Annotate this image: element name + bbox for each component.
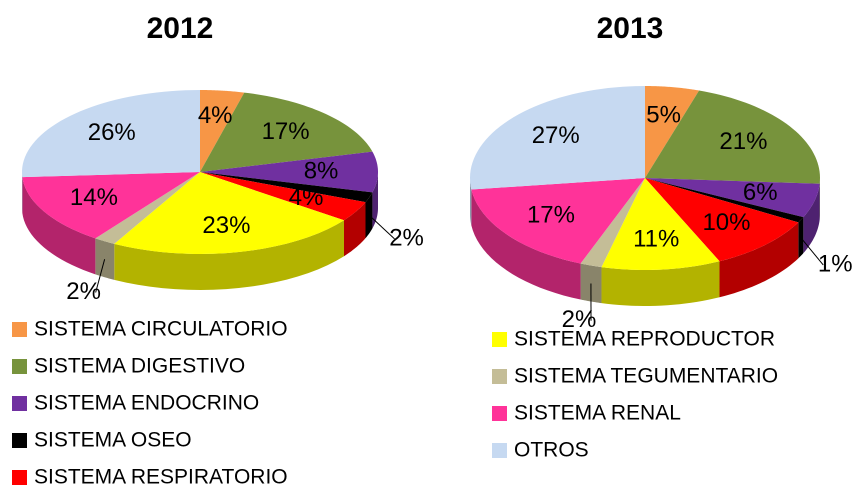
- slice-side: [601, 261, 720, 306]
- legend-swatch: [12, 433, 27, 448]
- slice: [200, 172, 373, 203]
- legend-swatch: [12, 470, 27, 485]
- legend-label: SISTEMA REPRODUCTOR: [514, 328, 775, 351]
- legend-label: SISTEMA CIRCULATORIO: [34, 318, 288, 341]
- data-label: 4%: [289, 184, 324, 211]
- legend-swatch: [12, 396, 27, 411]
- slice: [645, 90, 820, 184]
- slice: [200, 172, 366, 221]
- slice: [200, 90, 245, 172]
- slice: [601, 178, 720, 270]
- slice-side: [470, 178, 472, 226]
- slice: [95, 172, 200, 244]
- slice: [22, 90, 201, 178]
- slice-side: [95, 238, 115, 280]
- data-label: 26%: [88, 119, 136, 146]
- slice: [471, 178, 645, 264]
- legend-swatch: [492, 443, 507, 458]
- slice-side: [719, 222, 799, 298]
- legend-label: SISTEMA RENAL: [514, 402, 681, 425]
- legend-swatch: [12, 322, 27, 337]
- legend-swatch: [492, 406, 507, 421]
- legend-swatch: [492, 369, 507, 384]
- data-label: 17%: [527, 202, 575, 229]
- slice-side: [580, 263, 602, 304]
- data-label: 17%: [262, 118, 310, 145]
- data-label: 2%: [66, 278, 101, 305]
- slice: [645, 86, 700, 178]
- data-label: 1%: [818, 250, 853, 277]
- slice: [22, 172, 200, 239]
- data-label: 8%: [304, 157, 339, 184]
- legend-label: SISTEMA OSEO: [34, 429, 192, 452]
- data-label: 2%: [389, 224, 424, 251]
- slice-side: [372, 172, 378, 229]
- legend-label: SISTEMA ENDOCRINO: [34, 392, 259, 415]
- legend-swatch: [12, 359, 27, 374]
- legend-swatch: [492, 332, 507, 347]
- leader-line: [368, 214, 395, 240]
- slice-side: [471, 189, 581, 300]
- leader-line: [95, 259, 106, 293]
- data-label: 2%: [562, 306, 597, 333]
- data-label: 10%: [702, 209, 750, 236]
- data-label: 5%: [646, 102, 681, 129]
- slice: [200, 151, 378, 193]
- slice: [580, 178, 645, 268]
- legend-label: SISTEMA TEGUMENTARIO: [514, 365, 778, 388]
- slice-side: [114, 220, 345, 290]
- legend-label: SISTEMA RESPIRATORIO: [34, 466, 288, 488]
- slice: [645, 178, 804, 223]
- data-label: 27%: [532, 122, 580, 149]
- slice-side: [798, 217, 804, 259]
- data-label: 21%: [719, 128, 767, 155]
- legend-label: OTROS: [514, 439, 589, 462]
- slice: [470, 86, 645, 190]
- data-label: 14%: [70, 184, 118, 211]
- slice-side: [803, 183, 820, 254]
- leader-line: [800, 237, 824, 266]
- slice-side: [344, 202, 366, 257]
- data-label: 4%: [198, 102, 233, 129]
- slice: [200, 92, 373, 172]
- data-label: 23%: [202, 212, 250, 239]
- slice-side: [365, 192, 373, 239]
- slice-side: [22, 177, 96, 275]
- legend-label: SISTEMA DIGESTIVO: [34, 355, 245, 378]
- slice: [645, 178, 820, 218]
- chart-title: 2012: [147, 12, 214, 45]
- slice: [114, 172, 345, 254]
- slice: [645, 178, 799, 262]
- data-label: 11%: [633, 226, 679, 253]
- data-label: 6%: [743, 179, 778, 206]
- chart-title: 2013: [597, 12, 664, 45]
